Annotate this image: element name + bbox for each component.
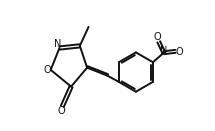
Text: O: O — [175, 47, 183, 57]
Text: N: N — [54, 39, 62, 49]
Text: O: O — [58, 106, 65, 116]
Text: O: O — [44, 65, 51, 75]
Text: O: O — [154, 32, 161, 42]
Text: N: N — [160, 46, 167, 56]
